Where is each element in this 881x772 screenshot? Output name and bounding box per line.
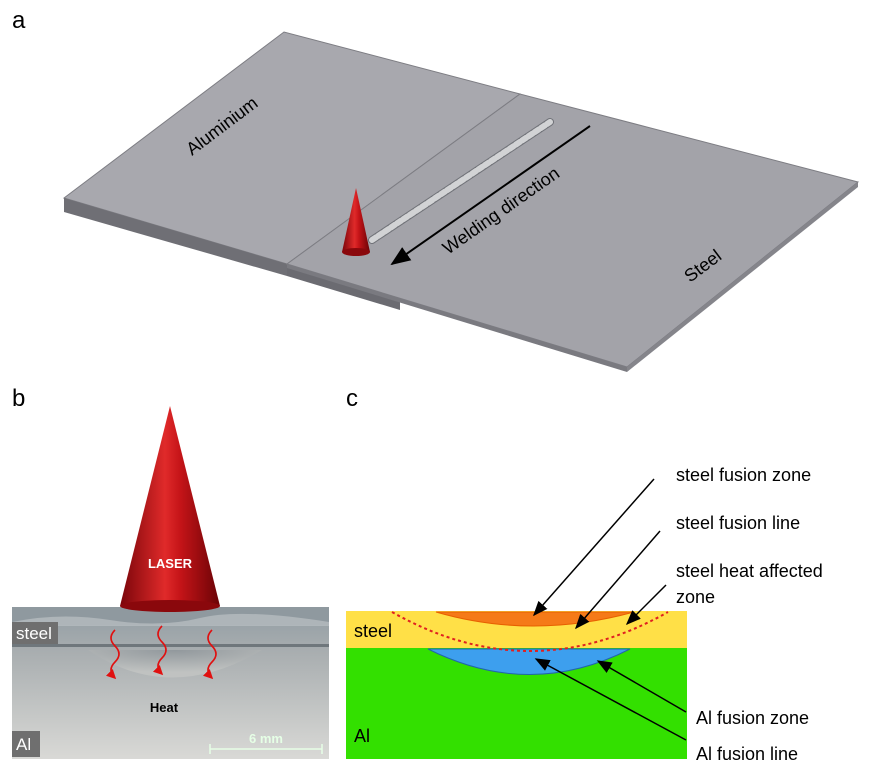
arrow-al-fusion-zone <box>596 660 687 713</box>
panel-letter-b: b <box>12 385 25 412</box>
scale-bar-label: 6 mm <box>249 731 283 746</box>
weld-micrograph <box>12 607 329 759</box>
steel-tag-bg <box>12 622 58 644</box>
micrograph-al-label: Al <box>16 735 31 754</box>
steel-plate <box>285 93 860 372</box>
arrow-steel-haz <box>625 584 667 626</box>
micrograph-steel-label: steel <box>16 624 52 643</box>
welding-direction-arrow <box>390 125 591 266</box>
callout-arrows <box>533 478 687 741</box>
layer-al-label: Al <box>354 726 370 746</box>
heat-arrows <box>105 625 217 680</box>
scale-bar <box>209 744 323 754</box>
al-tag-bg <box>12 731 40 757</box>
micrograph-fusion-zone <box>88 650 262 678</box>
heat-label: Heat <box>150 700 179 715</box>
callout-steel-haz-line2: zone <box>676 587 715 607</box>
arrow-steel-fusion-zone <box>533 478 655 617</box>
callout-steel-fusion-line: steel fusion line <box>676 513 800 533</box>
layer-steel-label: steel <box>354 621 392 641</box>
panel-letter-c: c <box>346 385 358 412</box>
laser-cone-large <box>120 406 220 612</box>
laser-label: LASER <box>148 556 193 571</box>
callout-al-fusion-line: Al fusion line <box>696 744 798 764</box>
steel-haz-boundary <box>391 611 669 652</box>
arrow-al-fusion-line <box>534 658 687 741</box>
callout-steel-haz-line1: steel heat affected <box>676 561 823 581</box>
weld-bead <box>368 118 554 244</box>
callout-steel-fusion-zone: steel fusion zone <box>676 465 811 485</box>
panel-a: a Aluminium Welding direction Steel <box>12 7 860 372</box>
al-fusion-zone <box>427 648 631 675</box>
arrow-steel-fusion-line <box>575 530 661 630</box>
panel-b: b LASER Heat steel Al <box>12 385 329 759</box>
panel-c: c steel Al steel fusion zone steel fusio… <box>346 385 823 764</box>
panel-letter-a: a <box>12 7 26 34</box>
callout-al-fusion-zone: Al fusion zone <box>696 708 809 728</box>
laser-cone-small <box>342 188 370 256</box>
